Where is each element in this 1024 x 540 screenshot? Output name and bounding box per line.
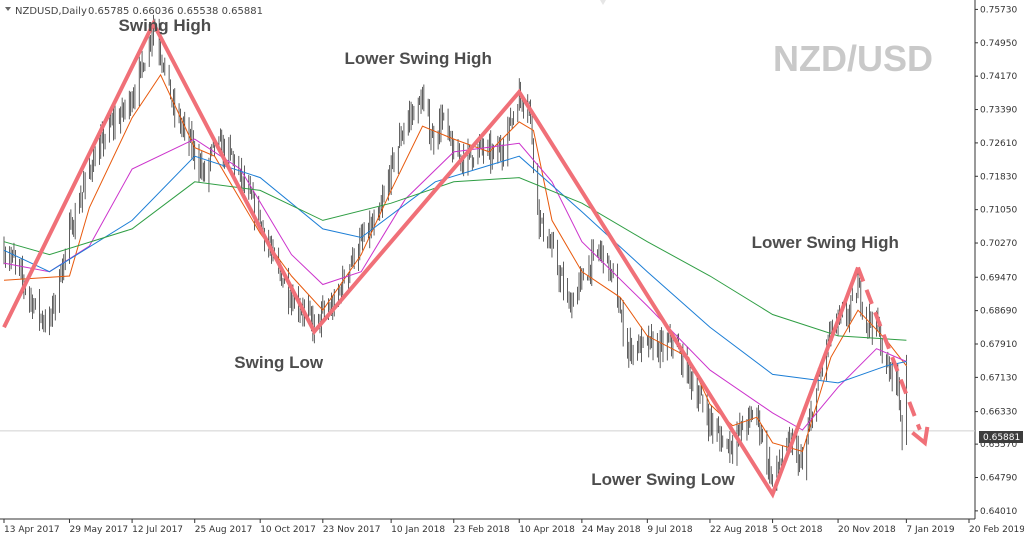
x-tick-label: 10 Apr 2018 <box>519 525 575 535</box>
y-tick-label: 0.74950 <box>980 39 1017 49</box>
y-tick-label: 0.65570 <box>980 440 1017 450</box>
y-tick-label: 0.71050 <box>980 206 1017 216</box>
x-tick-label: 5 Oct 2018 <box>773 525 823 535</box>
watermark: NZD/USD <box>773 38 933 79</box>
x-tick-label: 25 Aug 2017 <box>195 525 253 535</box>
y-tick-label: 0.72610 <box>980 139 1017 149</box>
symbol-label: NZDUSD,Daily <box>15 6 87 17</box>
y-tick-label: 0.70270 <box>980 239 1017 249</box>
annotation-label: Swing Low <box>234 353 324 372</box>
annotation-label: Lower Swing High <box>752 233 899 252</box>
x-tick-label: 7 Jan 2019 <box>906 525 954 535</box>
projection-arrowhead <box>911 426 930 447</box>
y-tick-label: 0.67910 <box>980 340 1017 350</box>
y-tick-label: 0.71830 <box>980 172 1017 182</box>
y-tick-label: 0.66330 <box>980 408 1017 418</box>
x-tick-label: 24 May 2018 <box>582 525 641 535</box>
current-price-label: 0.65881 <box>983 433 1020 443</box>
x-tick-label: 10 Jan 2018 <box>391 525 445 535</box>
moving-average-line-2 <box>3 138 907 431</box>
y-tick-label: 0.73390 <box>980 106 1017 116</box>
moving-average-line-4 <box>3 177 907 341</box>
moving-averages <box>3 73 907 453</box>
x-axis: 13 Apr 2017 29 May 2017 12 Jul 2017 25 Aug … <box>3 519 1024 535</box>
x-tick-label: 23 Feb 2018 <box>454 525 510 535</box>
current-price-tag-bg <box>979 431 1023 443</box>
x-tick-label: 20 Nov 2018 <box>838 525 896 535</box>
y-tick-label: 0.68690 <box>980 307 1017 317</box>
x-tick-label: 23 Nov 2017 <box>323 525 381 535</box>
moving-average-line-3 <box>3 155 907 384</box>
moving-average-line-1 <box>3 73 907 453</box>
x-tick-label: 22 Aug 2018 <box>710 525 768 535</box>
y-tick-label: 0.67130 <box>980 373 1017 383</box>
x-tick-label: 20 Feb 2019 <box>969 525 1024 535</box>
annotations: Swing High Swing Low Lower Swing High Lower… <box>119 16 899 489</box>
x-tick-label: 29 May 2017 <box>69 525 128 535</box>
price-bars <box>3 14 907 491</box>
swing-lines <box>2 19 930 499</box>
y-tick-label: 0.74170 <box>980 72 1017 82</box>
y-tick-label: 0.64010 <box>980 507 1017 517</box>
x-tick-label: 12 Jul 2017 <box>132 525 183 535</box>
y-tick-label: 0.69470 <box>980 273 1017 283</box>
x-tick-label: 9 Jul 2018 <box>647 525 692 535</box>
y-axis: 0.75730 0.74950 0.74170 0.73390 0.72610 0.718… <box>975 5 1017 517</box>
y-tick-label: 0.75730 <box>980 5 1017 15</box>
x-tick-label: 13 Apr 2017 <box>4 525 60 535</box>
projection-dashed-line <box>856 266 922 431</box>
x-tick-label: 10 Oct 2017 <box>260 525 316 535</box>
plot-frame <box>0 0 976 520</box>
annotation-label: Lower Swing Low <box>591 470 735 489</box>
annotation-label: Lower Swing High <box>345 49 492 68</box>
collapse-triangle-icon[interactable] <box>5 7 11 11</box>
shift-marker-icon[interactable] <box>600 0 606 5</box>
annotation-label: Swing High <box>119 16 212 35</box>
swing-zigzag-line <box>2 19 860 499</box>
current-price-tag: 0.65881 <box>979 431 1023 443</box>
y-tick-label: 0.64790 <box>980 473 1017 483</box>
ohlc-values: 0.65785 0.66036 0.65538 0.65881 <box>88 6 263 17</box>
